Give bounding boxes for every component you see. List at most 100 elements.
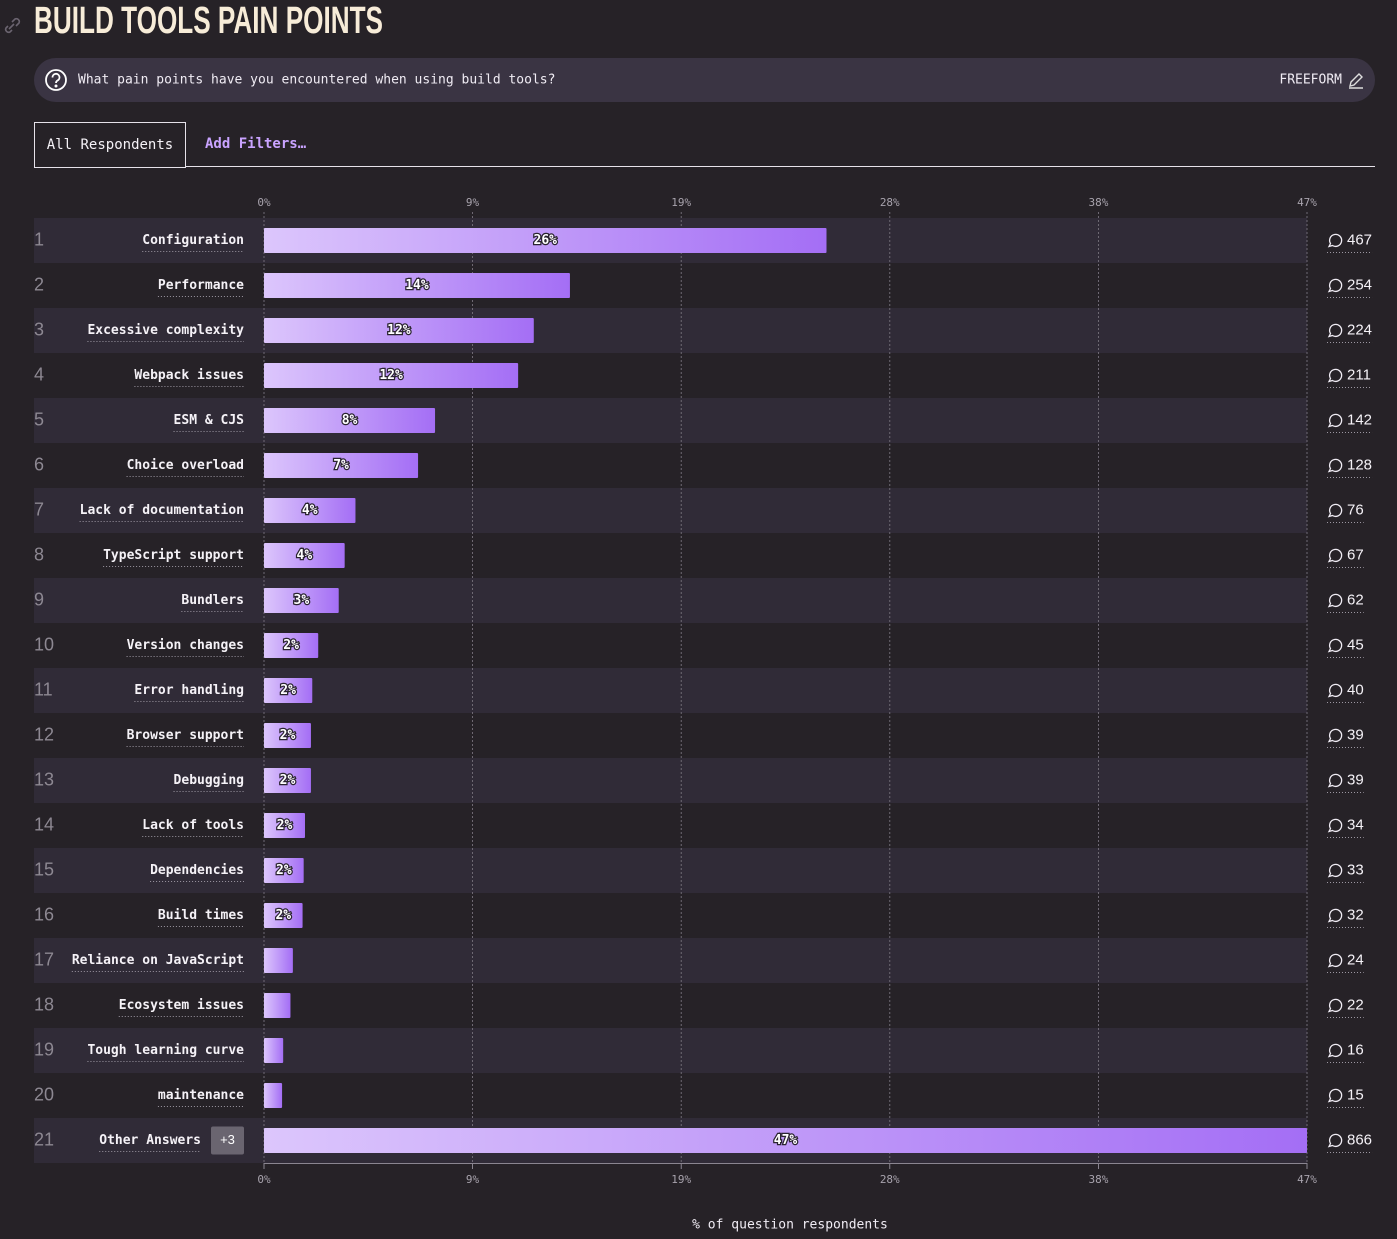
rank: 11 — [34, 679, 53, 699]
count: 22 — [1347, 996, 1364, 1013]
bar — [264, 768, 311, 793]
value-label: 14% — [405, 278, 429, 293]
comment-icon — [1327, 1043, 1343, 1058]
bar — [264, 993, 291, 1018]
value-label: 2% — [283, 638, 299, 653]
count: 32 — [1347, 906, 1364, 923]
value-label: 4% — [302, 503, 318, 518]
count: 15 — [1347, 1086, 1364, 1103]
category-label: Version changes — [127, 638, 244, 653]
comment-icon — [1327, 908, 1343, 923]
bar — [264, 273, 570, 298]
x-tick-label: 28% — [880, 1173, 900, 1186]
count: 224 — [1347, 321, 1372, 338]
rank: 8 — [34, 544, 44, 564]
count: 39 — [1347, 726, 1364, 743]
rank: 6 — [34, 454, 44, 474]
category-label: Ecosystem issues — [119, 998, 244, 1013]
question-text: What pain points have you encountered wh… — [78, 73, 555, 88]
count: 16 — [1347, 1041, 1364, 1058]
bar — [264, 228, 827, 253]
x-tick-label: 47% — [1297, 1173, 1317, 1186]
add-filters[interactable]: Add Filters… — [205, 136, 307, 152]
rank: 7 — [34, 499, 44, 519]
count: 866 — [1347, 1131, 1372, 1148]
category-label: Tough learning curve — [87, 1043, 244, 1058]
bar — [264, 1083, 283, 1108]
comment-icon — [1327, 728, 1343, 743]
category-label: Bundlers — [181, 593, 244, 608]
value-label: 26% — [534, 233, 558, 248]
rank: 13 — [34, 769, 54, 789]
bar — [264, 678, 313, 703]
count: 24 — [1347, 951, 1364, 968]
row-band — [34, 308, 1307, 353]
count: 211 — [1347, 366, 1371, 383]
bar — [264, 723, 311, 748]
value-label: 12% — [387, 323, 411, 338]
x-axis-title: % of question respondents — [692, 1218, 888, 1233]
bar — [264, 588, 339, 613]
category-label: Build times — [158, 908, 244, 923]
x-tick-label: 38% — [1089, 196, 1109, 209]
rank: 15 — [34, 859, 54, 879]
comment-icon — [1327, 368, 1343, 383]
category-label: Browser support — [127, 728, 244, 743]
rank: 19 — [34, 1039, 54, 1059]
rank: 21 — [34, 1129, 54, 1149]
tab-active[interactable] — [34, 122, 186, 168]
value-label: 2% — [280, 728, 296, 743]
x-tick-label: 47% — [1297, 196, 1317, 209]
comment-icon — [1327, 998, 1343, 1013]
tab-label[interactable]: All Respondents — [47, 137, 173, 153]
bar — [264, 633, 319, 658]
count: 128 — [1347, 456, 1372, 473]
comment-icon — [1327, 593, 1343, 608]
comment-icon — [1327, 638, 1343, 653]
value-label: 2% — [277, 818, 293, 833]
row-band — [34, 668, 1307, 713]
rank: 10 — [34, 634, 54, 654]
category-label: Configuration — [142, 233, 244, 248]
x-tick-label: 0% — [257, 1173, 271, 1186]
value-label: 47% — [774, 1133, 798, 1148]
count: 45 — [1347, 636, 1364, 653]
count: 254 — [1347, 276, 1372, 293]
value-label: 12% — [379, 368, 403, 383]
edit-icon[interactable] — [1349, 73, 1363, 89]
rank: 4 — [34, 364, 44, 384]
row-band — [34, 488, 1307, 533]
bar — [264, 1128, 1307, 1153]
count: 33 — [1347, 861, 1364, 878]
value-label: 8% — [342, 413, 358, 428]
category-label: Reliance on JavaScript — [72, 953, 244, 968]
rank: 20 — [34, 1084, 54, 1104]
link-icon[interactable] — [4, 17, 21, 34]
row-band — [34, 398, 1307, 443]
bar — [264, 903, 303, 928]
x-tick-label: 19% — [671, 1173, 691, 1186]
comment-icon — [1327, 278, 1343, 293]
category-label: Excessive complexity — [87, 323, 244, 338]
bar — [264, 363, 519, 388]
category-label: Lack of tools — [142, 818, 244, 833]
count: 467 — [1347, 231, 1372, 248]
value-label: 2% — [280, 773, 296, 788]
category-label: Dependencies — [150, 863, 244, 878]
comment-icon — [1327, 413, 1343, 428]
rank: 12 — [34, 724, 54, 744]
comment-icon — [1327, 1133, 1343, 1148]
rank: 18 — [34, 994, 54, 1014]
row-band — [34, 848, 1307, 893]
comment-icon — [1327, 323, 1343, 338]
category-label: Lack of documentation — [80, 503, 244, 518]
category-label: Other Answers — [99, 1133, 201, 1148]
category-label: Error handling — [134, 683, 244, 698]
comment-icon — [1327, 773, 1343, 788]
category-label: ESM & CJS — [174, 413, 245, 428]
comment-icon — [1327, 818, 1343, 833]
count: 67 — [1347, 546, 1364, 563]
x-tick-label: 38% — [1089, 1173, 1109, 1186]
